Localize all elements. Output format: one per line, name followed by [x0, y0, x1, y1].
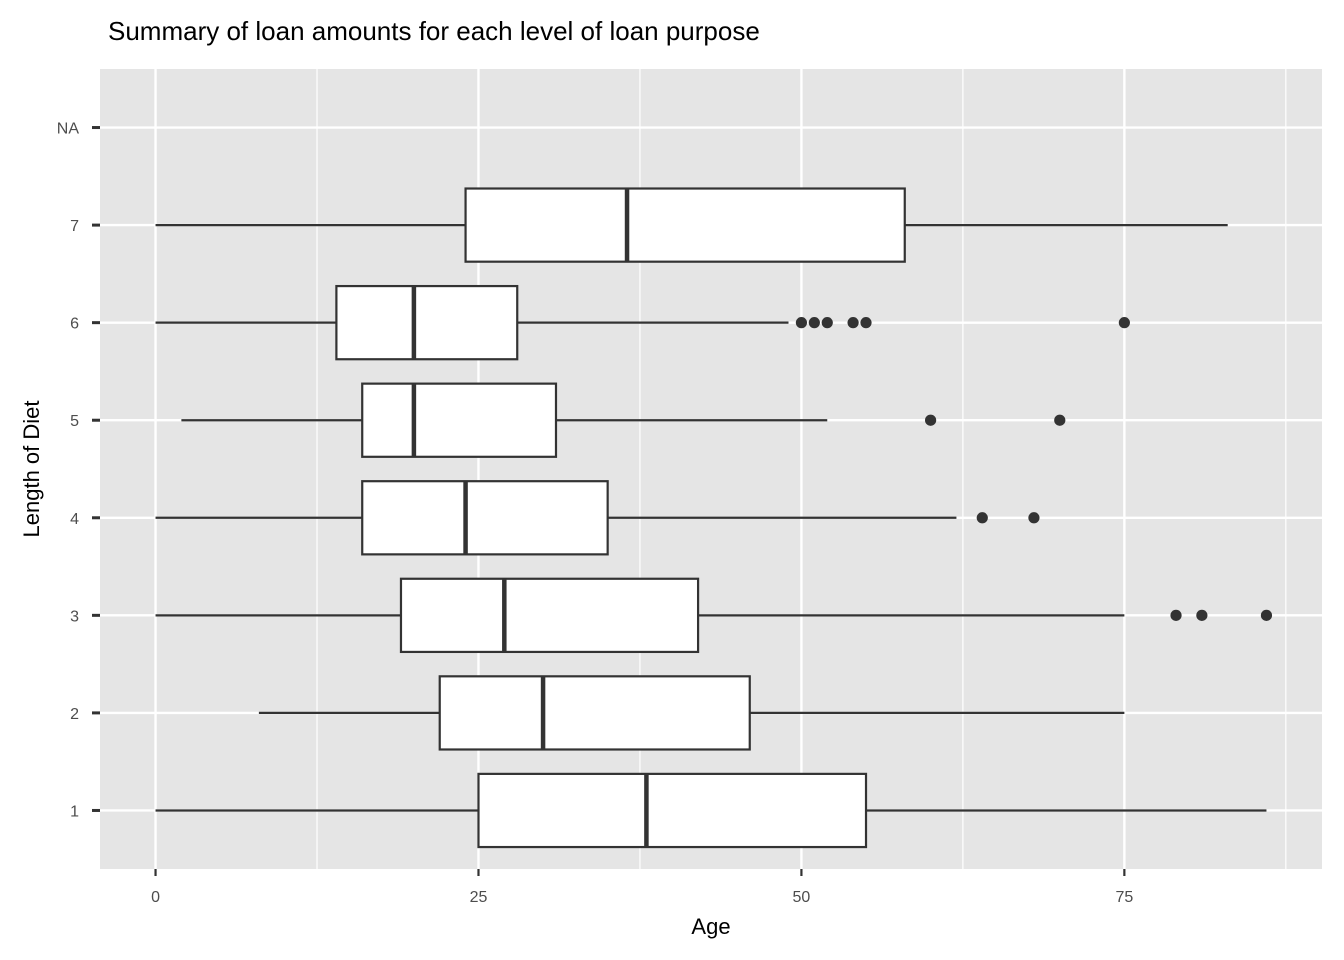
- outlier-point: [1196, 609, 1208, 621]
- y-tick-label: NA: [57, 121, 80, 138]
- box-group-7: [155, 187, 1228, 263]
- outlier-point: [1118, 317, 1130, 329]
- y-axis: 1 2 3 4 5 6 7 NA: [57, 121, 100, 820]
- x-tick-label: 75: [1115, 889, 1133, 906]
- box: [438, 675, 751, 751]
- y-tick-label: 6: [70, 316, 79, 333]
- outlier-point: [847, 317, 859, 329]
- y-tick-label: 4: [70, 511, 79, 528]
- y-tick-label: 2: [70, 706, 79, 723]
- box-group-6: [155, 284, 1130, 361]
- outlier-point: [1054, 414, 1066, 426]
- y-tick-label: 1: [70, 803, 79, 820]
- box: [361, 480, 609, 556]
- outlier-point: [924, 414, 937, 426]
- outlier-point: [795, 317, 808, 329]
- y-tick-label: 5: [70, 413, 79, 430]
- box-group-5: [181, 382, 1066, 458]
- x-tick-label: 25: [470, 889, 488, 906]
- box-marks: [155, 187, 1273, 849]
- y-tick-label: 3: [70, 608, 79, 625]
- y-tick-label: 7: [70, 218, 79, 235]
- box-group-2: [258, 675, 1125, 751]
- outlier-point: [808, 317, 820, 329]
- chart-title: Summary of loan amounts for each level o…: [108, 16, 760, 46]
- outlier-point: [976, 512, 988, 524]
- outlier-point: [1028, 512, 1040, 524]
- box: [361, 382, 558, 458]
- box: [399, 577, 700, 654]
- outlier-point: [821, 317, 833, 329]
- box-group-4: [155, 480, 1040, 556]
- x-axis-title: Age: [691, 914, 730, 939]
- x-axis: 0 25 50 75: [151, 869, 1133, 906]
- outlier-point: [1170, 609, 1182, 621]
- box: [464, 187, 906, 263]
- x-tick-label: 0: [151, 889, 160, 906]
- outlier-point: [860, 317, 872, 329]
- box: [335, 284, 519, 361]
- y-axis-title: Length of Diet: [19, 401, 44, 538]
- box-group-1: [155, 772, 1267, 849]
- box-group-3: [155, 577, 1273, 654]
- outlier-point: [1260, 609, 1273, 621]
- x-tick-label: 50: [793, 889, 811, 906]
- box: [477, 772, 868, 849]
